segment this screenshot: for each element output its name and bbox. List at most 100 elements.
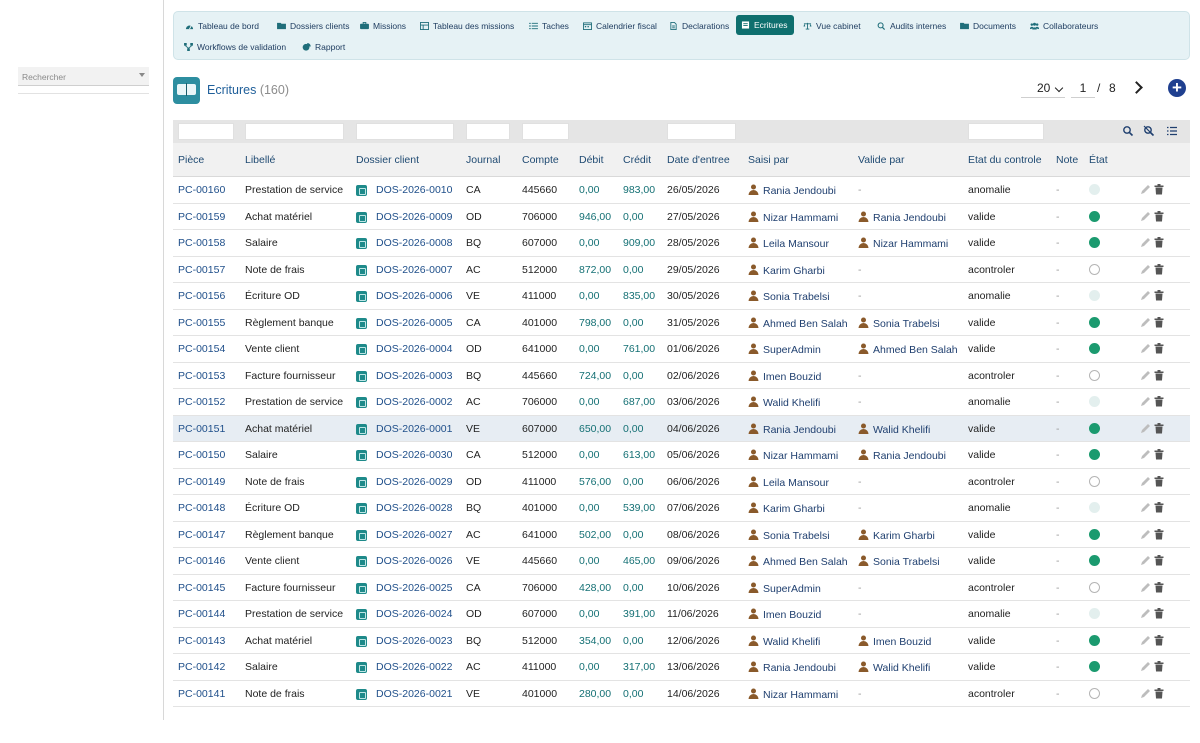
nav-item-ecritures[interactable]: Ecritures [736, 15, 794, 35]
delete-trash-icon[interactable] [1154, 237, 1164, 248]
dossier-link[interactable]: DOS-2026-0009 [376, 210, 453, 223]
valide-par[interactable]: Karim Gharbi [858, 529, 935, 542]
delete-trash-icon[interactable] [1154, 555, 1164, 566]
table-row[interactable]: PC-00147 Règlement banque DOS-2026-0027 AC 6… [173, 522, 1190, 548]
dossier-link[interactable]: DOS-2026-0002 [376, 396, 453, 408]
column-header[interactable]: Débit [579, 154, 604, 166]
edit-pencil-icon[interactable] [1140, 608, 1151, 619]
filter-input-piece[interactable] [178, 123, 234, 140]
edit-pencil-icon[interactable] [1140, 555, 1151, 566]
nav-item-workflows-de-validation[interactable]: Workflows de validation [179, 38, 292, 55]
delete-trash-icon[interactable] [1154, 369, 1164, 381]
table-row[interactable]: PC-00151 Achat matériel DOS-2026-0001 VE 607… [173, 415, 1190, 442]
delete-trash-icon[interactable] [1154, 210, 1164, 222]
piece-link[interactable]: PC-00142 [178, 661, 226, 673]
table-row[interactable]: PC-00150 Salaire DOS-2026-0030 CA 512000 0,00… [173, 442, 1190, 469]
edit-pencil-icon[interactable] [1140, 343, 1151, 354]
saisi-par[interactable]: Leila Mansour [748, 237, 829, 250]
saisi-par[interactable]: Ahmed Ben Salah [748, 317, 848, 330]
dossier-link[interactable]: DOS-2026-0010 [376, 184, 453, 196]
page-size-select[interactable]: 20 [1021, 79, 1065, 98]
delete-trash-icon[interactable] [1154, 581, 1164, 593]
nav-item-taches[interactable]: Taches [524, 17, 575, 34]
valide-par[interactable]: Nizar Hammami [858, 237, 948, 250]
delete-trash-icon[interactable] [1154, 608, 1164, 619]
piece-link[interactable]: PC-00156 [178, 290, 226, 302]
saisi-par[interactable]: Rania Jendoubi [748, 423, 836, 436]
dossier-link[interactable]: DOS-2026-0022 [376, 661, 453, 673]
saisi-par[interactable]: Imen Bouzid [748, 608, 821, 621]
clear-filter-icon[interactable] [1143, 125, 1155, 137]
edit-pencil-icon[interactable] [1140, 264, 1151, 275]
table-row[interactable]: PC-00145 Facture fournisseur DOS-2026-0025… [173, 575, 1190, 601]
piece-link[interactable]: PC-00148 [178, 502, 226, 514]
edit-pencil-icon[interactable] [1140, 476, 1151, 487]
delete-trash-icon[interactable] [1154, 661, 1164, 672]
column-header[interactable]: Compte [522, 154, 559, 166]
nav-item-collaborateurs[interactable]: Collaborateurs [1025, 17, 1104, 34]
nav-item-vue-cabinet[interactable]: Vue cabinet [798, 17, 867, 34]
edit-pencil-icon[interactable] [1140, 502, 1151, 513]
table-row[interactable]: PC-00141 Note de frais DOS-2026-0021 VE 4010… [173, 681, 1190, 707]
piece-link[interactable]: PC-00143 [178, 634, 226, 647]
saisi-par[interactable]: Imen Bouzid [748, 370, 821, 383]
nav-item-missions[interactable]: Missions [355, 17, 412, 34]
dossier-link[interactable]: DOS-2026-0003 [376, 369, 453, 382]
saisi-par[interactable]: SuperAdmin [748, 582, 821, 595]
nav-item-declarations[interactable]: Declarations [664, 17, 735, 34]
edit-pencil-icon[interactable] [1140, 661, 1151, 672]
table-row[interactable]: PC-00144 Prestation de service DOS-2026-00… [173, 601, 1190, 628]
piece-link[interactable]: PC-00155 [178, 316, 226, 329]
column-header[interactable]: Dossier client [356, 154, 420, 166]
dossier-link[interactable]: DOS-2026-0029 [376, 475, 453, 488]
saisi-par[interactable]: Sonia Trabelsi [748, 529, 830, 542]
delete-trash-icon[interactable] [1154, 449, 1164, 460]
dossier-link[interactable]: DOS-2026-0001 [376, 422, 453, 435]
column-header[interactable]: Crédit [623, 154, 652, 166]
saisi-par[interactable]: Ahmed Ben Salah [748, 555, 848, 568]
edit-pencil-icon[interactable] [1140, 317, 1151, 328]
column-header[interactable]: Journal [466, 154, 501, 166]
filter-input-journal[interactable] [466, 123, 510, 140]
table-row[interactable]: PC-00156 Écriture OD DOS-2026-0006 VE 411000… [173, 283, 1190, 310]
dossier-link[interactable]: DOS-2026-0007 [376, 263, 453, 276]
filter-input-libelle[interactable] [245, 123, 344, 140]
nav-item-tableau-de-bord[interactable]: Tableau de bord [180, 17, 265, 34]
table-row[interactable]: PC-00154 Vente client DOS-2026-0004 OD 64100… [173, 336, 1190, 363]
delete-trash-icon[interactable] [1154, 184, 1164, 195]
column-header[interactable]: Pièce [178, 154, 205, 166]
dossier-link[interactable]: DOS-2026-0030 [376, 449, 453, 461]
delete-trash-icon[interactable] [1154, 343, 1164, 354]
piece-link[interactable]: PC-00157 [178, 263, 226, 276]
filter-input-date[interactable] [667, 123, 736, 140]
dossier-link[interactable]: DOS-2026-0006 [376, 290, 453, 302]
filter-input-etat-controle[interactable] [968, 123, 1044, 140]
saisi-par[interactable]: Sonia Trabelsi [748, 290, 830, 303]
delete-trash-icon[interactable] [1154, 687, 1164, 699]
page-number-input[interactable]: 1 [1071, 79, 1095, 98]
delete-trash-icon[interactable] [1154, 634, 1164, 646]
dossier-link[interactable]: DOS-2026-0023 [376, 634, 453, 647]
dossier-link[interactable]: DOS-2026-0025 [376, 581, 453, 594]
column-header[interactable]: Libellé [245, 154, 276, 166]
column-header[interactable]: Etat du controle [968, 154, 1042, 166]
saisi-par[interactable]: Nizar Hammami [748, 449, 838, 462]
saisi-par[interactable]: Nizar Hammami [748, 211, 838, 224]
piece-link[interactable]: PC-00152 [178, 396, 226, 408]
next-page-chevron-icon[interactable] [1131, 80, 1145, 94]
table-row[interactable]: PC-00153 Facture fournisseur DOS-2026-0003… [173, 363, 1190, 389]
valide-par[interactable]: Sonia Trabelsi [858, 555, 940, 568]
nav-item-tableau-des-missions[interactable]: Tableau des missions [415, 17, 520, 34]
saisi-par[interactable]: Rania Jendoubi [748, 184, 836, 197]
delete-trash-icon[interactable] [1154, 475, 1164, 487]
saisi-par[interactable]: Karim Gharbi [748, 502, 825, 515]
dossier-link[interactable]: DOS-2026-0004 [376, 343, 453, 355]
saisi-par[interactable]: Walid Khelifi [748, 396, 820, 409]
table-row[interactable]: PC-00143 Achat matériel DOS-2026-0023 BQ 512… [173, 628, 1190, 654]
nav-item-rapport[interactable]: Rapport [297, 38, 351, 55]
dossier-link[interactable]: DOS-2026-0024 [376, 608, 453, 620]
piece-link[interactable]: PC-00153 [178, 369, 226, 382]
valide-par[interactable]: Imen Bouzid [858, 635, 931, 648]
search-icon[interactable] [1122, 125, 1134, 137]
piece-link[interactable]: PC-00141 [178, 687, 226, 700]
